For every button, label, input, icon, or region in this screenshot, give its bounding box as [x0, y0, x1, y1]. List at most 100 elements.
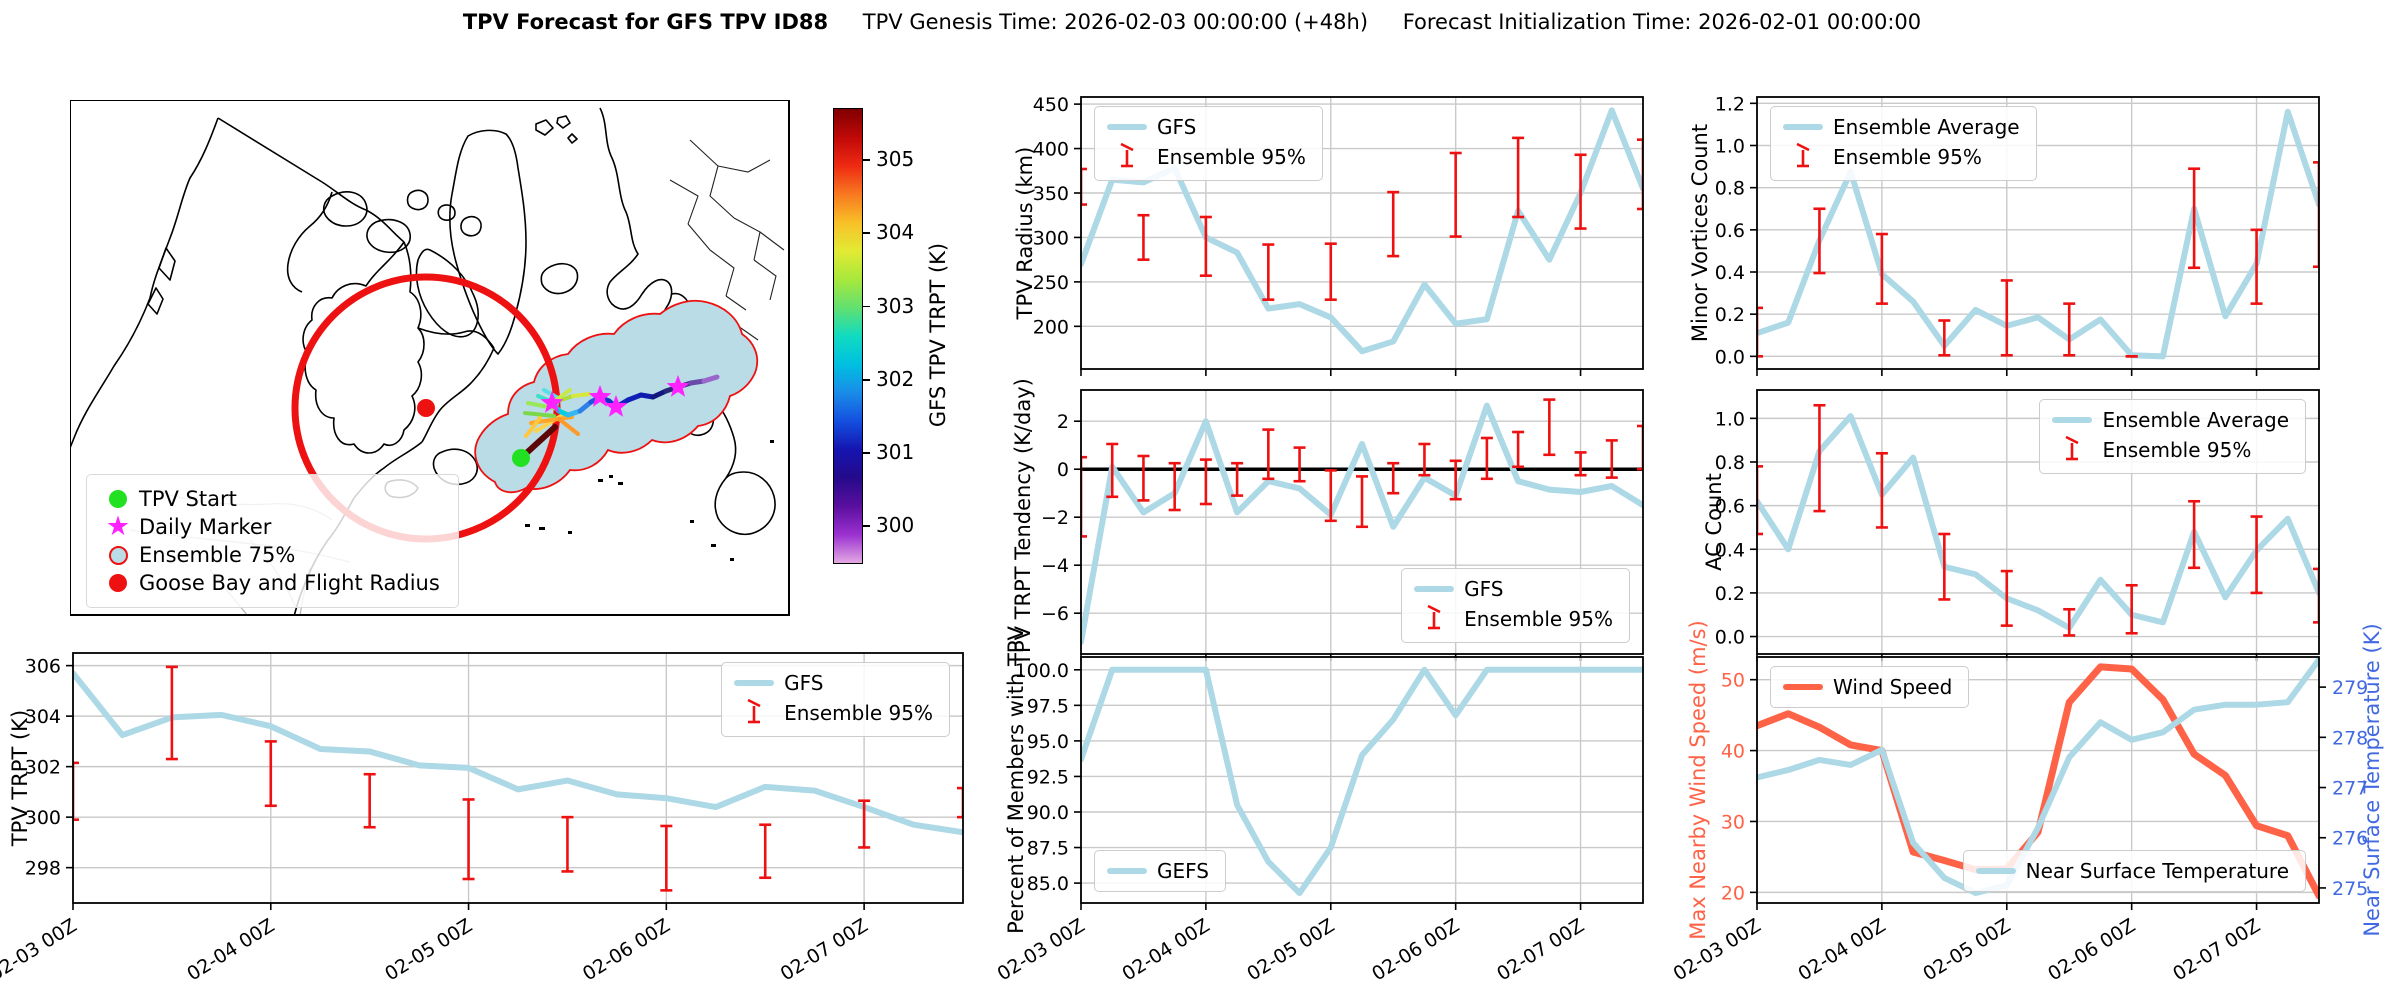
svg-text:298: 298: [25, 858, 61, 880]
svg-text:0.6: 0.6: [1715, 220, 1745, 242]
colorbar-tick: [863, 305, 870, 308]
svg-text:300: 300: [1033, 227, 1069, 249]
svg-text:85.0: 85.0: [1027, 873, 1069, 895]
legend-item: Wind Speed: [1781, 675, 1952, 699]
svg-text:02-05 00Z: 02-05 00Z: [1919, 915, 2014, 982]
svg-text:302: 302: [25, 757, 61, 779]
svg-text:0.4: 0.4: [1715, 262, 1745, 284]
chart-trpt-tendency: 2 0 −2 −4 −6 GFS Ensemble 95%: [1041, 389, 1644, 661]
map-island-dots: [525, 440, 774, 561]
chart-legend: GFS Ensemble 95%: [1094, 106, 1323, 181]
chart-tpv-radius: 200 250 300 350 400 450 GFS Ensemble 95%: [1033, 94, 1644, 376]
svg-text:300: 300: [25, 807, 61, 829]
svg-text:02-04 00Z: 02-04 00Z: [183, 915, 278, 982]
colorbar-tick: [863, 378, 870, 381]
chart-legend: GEFS: [1094, 850, 1226, 892]
svg-text:02-03 00Z: 02-03 00Z: [0, 915, 81, 982]
svg-text:2: 2: [1057, 411, 1069, 433]
colorbar-tick-label: 304: [876, 220, 915, 245]
svg-text:1.0: 1.0: [1715, 135, 1745, 157]
colorbar-tick: [863, 232, 870, 235]
svg-text:1.0: 1.0: [1715, 408, 1745, 430]
svg-text:97.5: 97.5: [1027, 695, 1069, 717]
legend-item-tpv-start: TPV Start: [97, 487, 440, 511]
chart-legend: GFS Ensemble 95%: [721, 662, 950, 737]
colorbar-tick-label: 301: [876, 440, 915, 465]
svg-text:0.8: 0.8: [1715, 452, 1745, 474]
legend-item: Ensemble 95%: [1105, 142, 1306, 172]
legend-item: Ensemble 95%: [1412, 604, 1613, 634]
legend-label: Ensemble 95%: [2102, 438, 2252, 462]
svg-text:450: 450: [1033, 94, 1069, 116]
chart-minor-vortices: 0.0 0.2 0.4 0.6 0.8 1.0 1.2 Ensemble Average Ens…: [1715, 93, 2320, 376]
legend-item-daily-marker: ★ Daily Marker: [97, 513, 440, 540]
svg-text:0.4: 0.4: [1715, 539, 1745, 561]
svg-text:400: 400: [1033, 139, 1069, 161]
svg-text:277: 277: [2332, 778, 2368, 800]
colorbar-tick: [863, 159, 870, 161]
legend-item-goose-bay: Goose Bay and Flight Radius: [97, 571, 440, 595]
svg-text:306: 306: [25, 656, 61, 678]
ylabel-trpt-tendency: TPV TRPT Tendency (K/day): [1011, 378, 1035, 666]
colorbar-label: GFS TPV TRPT (K): [926, 242, 950, 428]
svg-text:−4: −4: [1041, 555, 1069, 577]
legend-label: Near Surface Temperature: [2025, 859, 2289, 883]
legend-item: GEFS: [1105, 859, 1209, 883]
legend-item: Ensemble 95%: [2050, 435, 2289, 465]
legend-label: GFS: [784, 671, 824, 695]
chart-legend: Ensemble Average Ensemble 95%: [2039, 399, 2306, 474]
legend-label: GEFS: [1157, 859, 1209, 883]
svg-text:95.0: 95.0: [1027, 731, 1069, 753]
svg-text:02-06 00Z: 02-06 00Z: [2044, 915, 2139, 982]
legend-item: Ensemble 95%: [1781, 142, 2020, 172]
svg-text:30: 30: [1721, 811, 1745, 833]
colorbar-tick-label: 300: [876, 513, 915, 538]
svg-text:100.0: 100.0: [1015, 660, 1069, 682]
legend-label: Ensemble 95%: [1464, 607, 1613, 631]
colorbar: [833, 108, 863, 564]
svg-text:250: 250: [1033, 272, 1069, 294]
legend-label: Ensemble 95%: [1157, 145, 1306, 169]
svg-text:02-06 00Z: 02-06 00Z: [579, 915, 674, 982]
chart-legend: Wind Speed: [1770, 666, 1970, 708]
svg-text:90.0: 90.0: [1027, 802, 1069, 824]
legend-label: Goose Bay and Flight Radius: [139, 571, 440, 595]
svg-text:20: 20: [1721, 882, 1745, 904]
svg-text:200: 200: [1033, 316, 1069, 338]
chart-tpv-trpt: 298 300 302 304 306 02-03 00Z 02-04 00Z 02-05 0…: [0, 652, 964, 982]
svg-text:02-06 00Z: 02-06 00Z: [1368, 915, 1463, 982]
legend-label: Ensemble Average: [2102, 408, 2289, 432]
legend-label: TPV Start: [139, 487, 237, 511]
colorbar-tick-label: 303: [876, 293, 915, 318]
legend-item: Near Surface Temperature: [1974, 859, 2289, 883]
legend-item: Ensemble Average: [1781, 115, 2020, 139]
legend-label: Daily Marker: [139, 515, 272, 539]
svg-text:0.2: 0.2: [1715, 583, 1745, 605]
svg-text:02-04 00Z: 02-04 00Z: [1118, 915, 1213, 982]
svg-text:02-07 00Z: 02-07 00Z: [777, 915, 872, 982]
legend-item: GFS: [1412, 577, 1613, 601]
svg-text:02-05 00Z: 02-05 00Z: [381, 915, 476, 982]
legend-label: Ensemble 95%: [784, 701, 933, 725]
legend-label: Wind Speed: [1833, 675, 1953, 699]
legend-label: Ensemble 75%: [139, 543, 296, 567]
legend-item: Ensemble Average: [2050, 408, 2289, 432]
ylabel-minor-vortices: Minor Vortices Count: [1688, 123, 1712, 343]
svg-text:−6: −6: [1041, 603, 1069, 625]
ylabel-near-surface-temp: Near Surface Temperature (K): [2360, 623, 2384, 937]
svg-text:−2: −2: [1041, 507, 1069, 529]
svg-text:279: 279: [2332, 677, 2368, 699]
legend-item-ensemble-75: Ensemble 75%: [97, 543, 440, 567]
ylabel-tpv-radius: TPV Radius (km): [1013, 146, 1037, 320]
svg-text:275: 275: [2332, 878, 2368, 900]
colorbar-tick: [863, 452, 870, 454]
colorbar-tick-label: 305: [876, 147, 915, 172]
ylabel-ac-count: AC Count: [1702, 473, 1726, 571]
svg-text:0.0: 0.0: [1715, 627, 1745, 649]
chart-ac-count: 0.0 0.2 0.4 0.6 0.8 1.0 Ensemble Average Ensemb…: [1715, 389, 2320, 661]
svg-text:278: 278: [2332, 727, 2368, 749]
svg-text:50: 50: [1721, 670, 1745, 692]
legend-label: GFS: [1157, 115, 1197, 139]
title-init-time: Forecast Initialization Time: 2026-02-01…: [1402, 10, 1922, 34]
